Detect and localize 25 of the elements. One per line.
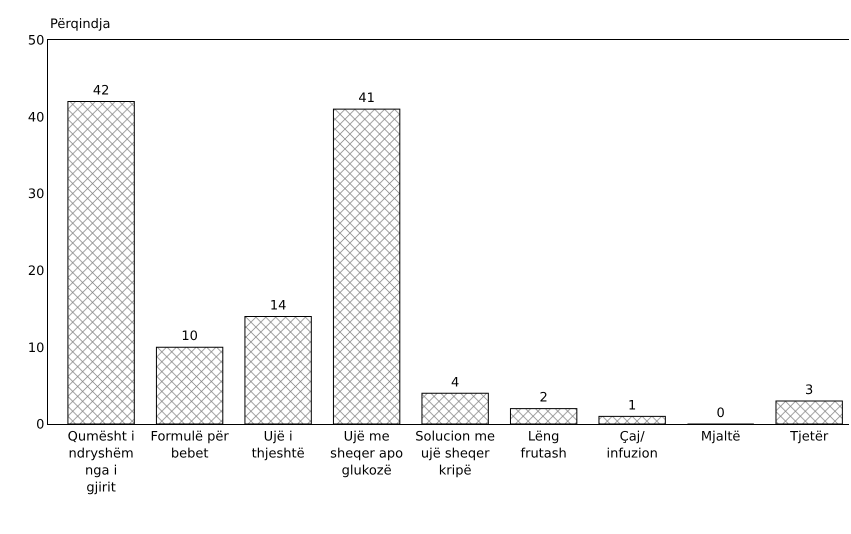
x-tick-label: Formulë për bebet bbox=[150, 430, 230, 462]
data-label: 10 bbox=[181, 329, 198, 344]
data-label: 41 bbox=[358, 91, 375, 106]
y-axis-title: Përqindja bbox=[50, 17, 110, 32]
y-tick-label: 0 bbox=[36, 418, 44, 433]
data-label: 14 bbox=[270, 298, 286, 314]
x-tick-label: Lëng frutash bbox=[520, 430, 567, 462]
data-label: 3 bbox=[805, 382, 814, 398]
x-tick-label: Ujë i thjeshtë bbox=[252, 430, 305, 462]
y-tick-label: 50 bbox=[28, 34, 44, 49]
x-tick-label: Çaj/ infuzion bbox=[606, 430, 658, 462]
data-label: 4 bbox=[451, 375, 460, 390]
x-tick-label: Qumësht i ndryshëm nga i gjirit bbox=[68, 430, 135, 496]
data-label: 1 bbox=[628, 398, 636, 414]
x-tick-label: Solucion me ujë sheqer kripë bbox=[415, 430, 496, 478]
data-label: 0 bbox=[716, 406, 725, 421]
y-tick-label: 10 bbox=[28, 340, 44, 356]
y-tick-label: 30 bbox=[28, 187, 44, 202]
x-tick-label: Ujë me sheqer apo glukozë bbox=[330, 430, 404, 478]
x-tick-label: Mjaltë bbox=[700, 430, 740, 445]
y-tick-label: 40 bbox=[28, 110, 44, 126]
x-tick-label: Tjetër bbox=[789, 430, 829, 445]
y-tick-label: 20 bbox=[28, 264, 44, 279]
data-label: 2 bbox=[540, 390, 548, 406]
data-label: 42 bbox=[92, 83, 110, 98]
